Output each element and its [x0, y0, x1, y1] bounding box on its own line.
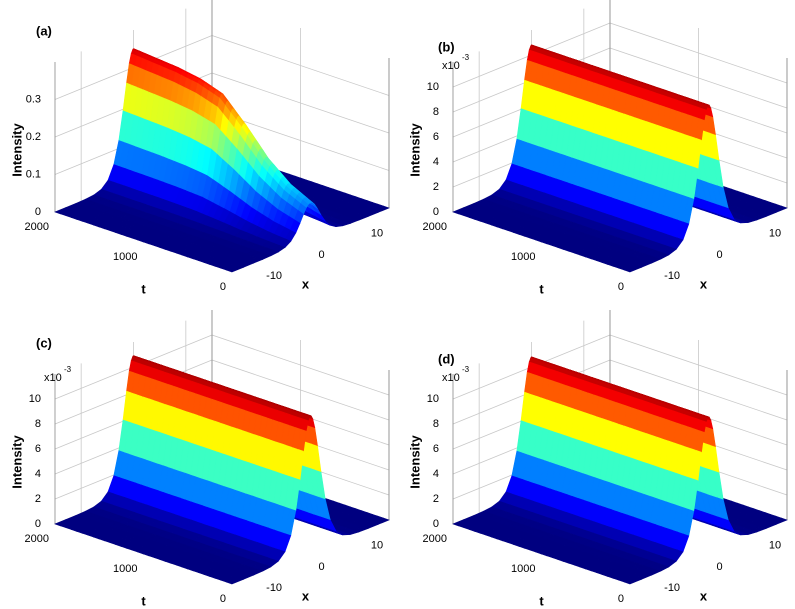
panel: 0 0.1 0.2 0.3 0 1000 2000 -10 0 10 Intensity t x (a)	[9, 0, 390, 296]
x-tick-label: 10	[769, 540, 781, 552]
panel-label: (d)	[438, 351, 455, 366]
x-tick-label: 10	[769, 228, 781, 240]
z-tick-label: 8	[433, 106, 439, 118]
t-tick-label: 0	[220, 281, 226, 293]
z-axis-label: Intensity	[407, 123, 422, 177]
z-tick-label: 4	[35, 468, 41, 480]
z-tick-label: 2	[35, 493, 41, 505]
x-tick-label: 10	[371, 540, 383, 552]
surface-patch	[225, 265, 244, 273]
t-tick-label: 2000	[25, 221, 49, 233]
panel: 0 2 4 6 8 10 0 1000 2000 -10 0 10 Intensity t x (c) x10-…	[9, 310, 390, 608]
x-tick-label: -10	[664, 270, 680, 282]
panel-label: (c)	[36, 335, 52, 350]
z-tick-label: 10	[427, 81, 439, 93]
z-tick-label: 8	[35, 418, 41, 430]
z-tick-label: 6	[433, 443, 439, 455]
panel-label: (b)	[438, 39, 455, 54]
scale-exponent: -3	[64, 365, 72, 374]
z-axis-label: Intensity	[9, 123, 24, 177]
x-tick-label: -10	[664, 582, 680, 594]
x-tick-label: -10	[266, 270, 282, 282]
panel: 0 2 4 6 8 10 0 1000 2000 -10 0 10 Intensity t x (b) x10-…	[407, 0, 788, 296]
t-tick-label: 2000	[423, 221, 447, 233]
panel-label: (a)	[36, 23, 52, 38]
z-axis-label: Intensity	[407, 435, 422, 489]
t-axis-label: t	[539, 281, 544, 296]
scale-exponent: -3	[462, 53, 470, 62]
z-tick-label: 8	[433, 418, 439, 430]
z-tick-label: 0	[35, 518, 41, 530]
surface	[452, 44, 788, 273]
z-tick-label: 6	[433, 131, 439, 143]
z-tick-label: 6	[35, 443, 41, 455]
x-tick-label: 0	[319, 561, 325, 573]
t-tick-label: 0	[618, 281, 624, 293]
z-tick-label: 0	[433, 206, 439, 218]
z-tick-label: 10	[427, 393, 439, 405]
surface	[54, 48, 390, 273]
surface	[54, 355, 390, 585]
x-axis-label: x	[302, 588, 310, 603]
scale-base: x10	[44, 372, 62, 384]
t-axis-label: t	[539, 593, 544, 608]
t-tick-label: 0	[220, 593, 226, 605]
scale-base: x10	[442, 372, 460, 384]
x-axis-label: x	[700, 588, 708, 603]
x-tick-label: 0	[319, 249, 325, 261]
t-tick-label: 1000	[113, 563, 137, 575]
z-tick-label: 0	[35, 206, 41, 218]
z-tick-label: 2	[433, 181, 439, 193]
panel: 0 2 4 6 8 10 0 1000 2000 -10 0 10 Intensity t x (d) x10-…	[407, 310, 788, 608]
t-tick-label: 1000	[113, 251, 137, 263]
z-tick-label: 2	[433, 493, 439, 505]
t-tick-label: 1000	[511, 563, 535, 575]
z-tick-label: 4	[433, 156, 439, 168]
x-tick-label: 0	[717, 249, 723, 261]
surface-patch	[225, 577, 244, 585]
t-tick-label: 2000	[25, 533, 49, 545]
surface	[452, 356, 788, 585]
x-axis-label: x	[302, 276, 310, 291]
x-tick-label: 0	[717, 561, 723, 573]
scale-exponent: -3	[462, 365, 470, 374]
z-tick-label: 0.1	[26, 168, 41, 180]
scale-base: x10	[442, 60, 460, 72]
t-axis-label: t	[141, 281, 146, 296]
z-tick-label: 10	[29, 393, 41, 405]
t-tick-label: 0	[618, 593, 624, 605]
t-axis-label: t	[141, 593, 146, 608]
z-tick-label: 0.3	[26, 93, 41, 105]
t-tick-label: 1000	[511, 251, 535, 263]
surface-patch	[623, 577, 642, 585]
z-axis-label: Intensity	[9, 435, 24, 489]
z-tick-label: 4	[433, 468, 439, 480]
x-axis-label: x	[700, 276, 708, 291]
t-tick-label: 2000	[423, 533, 447, 545]
x-tick-label: 10	[371, 228, 383, 240]
z-tick-label: 0.2	[26, 131, 41, 143]
surface-patch	[623, 265, 642, 273]
z-tick-label: 0	[433, 518, 439, 530]
x-tick-label: -10	[266, 582, 282, 594]
